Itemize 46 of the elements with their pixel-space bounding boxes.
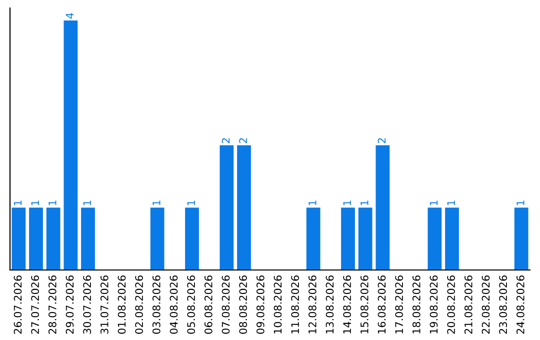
data-label: 1: [83, 200, 91, 206]
x-tick-label: 26.07.2026: [14, 276, 22, 334]
x-tick-label: 11.08.2026: [291, 276, 300, 334]
data-label: 1: [14, 200, 22, 206]
x-tick-label: 22.08.2026: [482, 276, 490, 334]
data-label: 1: [152, 200, 160, 206]
data-label: 1: [343, 200, 351, 206]
x-tick-label: 20.08.2026: [447, 276, 456, 334]
x-tick-label: 13.08.2026: [326, 276, 334, 334]
x-tick-label: 09.08.2026: [256, 276, 264, 334]
x-tick-label: 19.08.2026: [430, 276, 438, 334]
x-tick-label: 17.08.2026: [395, 276, 404, 334]
x-tick-label: 08.08.2026: [239, 276, 248, 334]
x-tick-label: 27.07.2026: [31, 276, 40, 334]
x-tick-label: 23.08.2026: [499, 276, 508, 334]
x-tick-label: 10.08.2026: [274, 276, 282, 334]
x-tick-label: 03.08.2026: [152, 276, 160, 334]
x-tick-label: 21.08.2026: [464, 276, 472, 334]
data-label: 2: [239, 138, 247, 144]
x-tick-label: 12.08.2026: [308, 276, 316, 334]
x-tick-label: 16.08.2026: [378, 276, 386, 334]
x-tick-label: 31.07.2026: [100, 276, 108, 334]
x-tick-label: 04.08.2026: [170, 276, 178, 334]
x-tick-label: 28.07.2026: [48, 276, 56, 334]
x-tick-label: 18.08.2026: [412, 276, 420, 334]
data-label: 2: [222, 138, 230, 144]
x-tick-label: 01.08.2026: [118, 276, 126, 334]
x-tick-label: 02.08.2026: [135, 276, 144, 334]
data-label: 1: [187, 200, 195, 206]
data-label: 1: [516, 200, 524, 206]
x-tick-label: 14.08.2026: [343, 276, 352, 334]
data-label: 1: [430, 200, 438, 206]
x-tick-label: 06.08.2026: [204, 276, 212, 334]
data-label: 4: [66, 13, 74, 19]
data-label: 1: [360, 200, 368, 206]
data-label: 2: [378, 138, 386, 144]
x-tick-label: 05.08.2026: [187, 276, 196, 334]
data-label: 1: [308, 200, 316, 206]
x-tick-label: 15.08.2026: [360, 276, 368, 334]
data-label: 1: [31, 200, 39, 206]
x-tick-label: 07.08.2026: [222, 276, 230, 334]
x-tick-label: 24.08.2026: [516, 276, 524, 334]
data-label: 1: [447, 200, 455, 206]
data-label: 1: [48, 200, 56, 206]
x-tick-label: 30.07.2026: [83, 276, 92, 334]
x-tick-label: 29.07.2026: [66, 276, 74, 334]
